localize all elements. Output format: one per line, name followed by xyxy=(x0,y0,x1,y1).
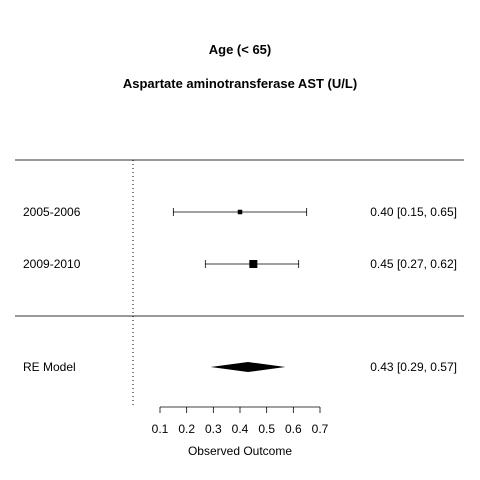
study-annotation: 0.45 [0.27, 0.62] xyxy=(370,257,457,271)
summary-diamond xyxy=(210,362,286,372)
x-tick-label: 0.4 xyxy=(232,422,249,436)
study-annotation: 0.40 [0.15, 0.65] xyxy=(370,205,457,219)
x-tick-label: 0.7 xyxy=(312,422,329,436)
studies-layer: 2005-2006 0.40 [0.15, 0.65] 2009-2010 0.45 … xyxy=(23,205,457,271)
x-tick-label: 0.1 xyxy=(152,422,169,436)
chart-subtitle: Aspartate aminotransferase AST (U/L) xyxy=(123,76,357,91)
x-tick-label: 0.5 xyxy=(258,422,275,436)
x-axis-label: Observed Outcome xyxy=(188,444,292,458)
chart-title: Age (< 65) xyxy=(209,42,272,57)
summary-label: RE Model xyxy=(23,360,76,374)
x-tick-label: 0.2 xyxy=(178,422,195,436)
study-row: 2005-2006 0.40 [0.15, 0.65] xyxy=(23,205,457,219)
study-label: 2005-2006 xyxy=(23,205,81,219)
point-estimate xyxy=(249,260,258,268)
x-tick-label: 0.3 xyxy=(205,422,222,436)
summary-layer: RE Model 0.43 [0.29, 0.57] xyxy=(23,360,457,374)
x-axis: 0.1 0.2 0.3 0.4 0.5 0.6 0.7 xyxy=(152,406,329,436)
point-estimate xyxy=(237,209,243,215)
study-label: 2009-2010 xyxy=(23,257,81,271)
x-tick-label: 0.6 xyxy=(285,422,302,436)
study-row: 2009-2010 0.45 [0.27, 0.62] xyxy=(23,257,457,271)
summary-annotation: 0.43 [0.29, 0.57] xyxy=(370,360,457,374)
